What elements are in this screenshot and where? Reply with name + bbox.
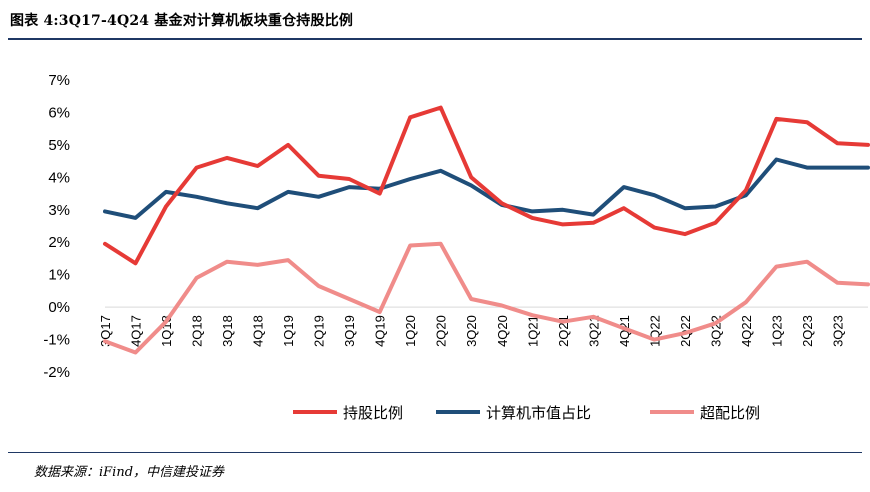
- legend-label: 持股比例: [343, 404, 403, 422]
- title-rule: [8, 38, 862, 40]
- series-lines: [103, 105, 870, 355]
- chart-title: 图表 4:3Q17-4Q24 基金对计算机板块重仓持股比例: [10, 13, 354, 29]
- legend: 持股比例 计算机市值占比 超配比例: [293, 404, 760, 422]
- y-tick-label: 1%: [48, 267, 70, 284]
- x-tick-label: 3Q23: [830, 315, 845, 347]
- y-tick-label: 6%: [48, 104, 70, 121]
- x-tick-label: 3Q17: [98, 315, 113, 347]
- x-tick-label: 2Q21: [556, 315, 571, 347]
- x-tick-label: 4Q20: [495, 315, 510, 347]
- legend-label: 计算机市值占比: [486, 404, 591, 422]
- x-axis: 3Q17 4Q17 1Q18 2Q18 3Q18 4Q18 1Q19 2Q19 3Q19 4Q19…: [98, 306, 868, 347]
- y-tick-label: 7%: [48, 72, 70, 89]
- x-tick-label: 3Q19: [342, 315, 357, 347]
- x-tick-label: 4Q18: [251, 315, 266, 347]
- x-tick-label: 3Q21: [586, 315, 601, 347]
- y-axis: 7% 6% 5% 4% 3% 2% 1% 0% -1% -2%: [43, 72, 70, 381]
- x-tick-label: 4Q21: [617, 315, 632, 347]
- x-tick-label: 3Q18: [220, 315, 235, 347]
- x-tick-label: 2Q23: [800, 315, 815, 347]
- x-tick-label: 2Q18: [190, 315, 205, 347]
- x-tick-label: 3Q20: [464, 315, 479, 347]
- y-tick-label: 2%: [48, 234, 70, 251]
- x-tick-label: 2Q20: [434, 315, 449, 347]
- series-line-0: [103, 105, 870, 266]
- y-tick-label: 4%: [48, 169, 70, 186]
- y-tick-label: 5%: [48, 137, 70, 154]
- x-tick-label: 1Q23: [769, 315, 784, 347]
- x-tick-label: 1Q21: [525, 315, 540, 347]
- x-tick-label: 4Q22: [739, 315, 754, 347]
- series-line-2: [103, 241, 870, 355]
- y-tick-label: -1%: [43, 332, 70, 349]
- legend-label: 超配比例: [700, 404, 760, 422]
- x-tick-label: 4Q19: [373, 315, 388, 347]
- y-tick-label: 3%: [48, 202, 70, 219]
- y-tick-label: -2%: [43, 364, 70, 381]
- x-tick-label: 1Q22: [647, 315, 662, 347]
- x-tick-label: 4Q17: [129, 315, 144, 347]
- x-tick-label: 1Q19: [281, 315, 296, 347]
- source-note: 数据来源：iFind，中信建投证券: [34, 465, 225, 480]
- x-tick-label: 2Q19: [312, 315, 327, 347]
- x-tick-label: 1Q20: [403, 315, 418, 347]
- source-rule: [8, 452, 862, 453]
- y-tick-label: 0%: [48, 299, 70, 316]
